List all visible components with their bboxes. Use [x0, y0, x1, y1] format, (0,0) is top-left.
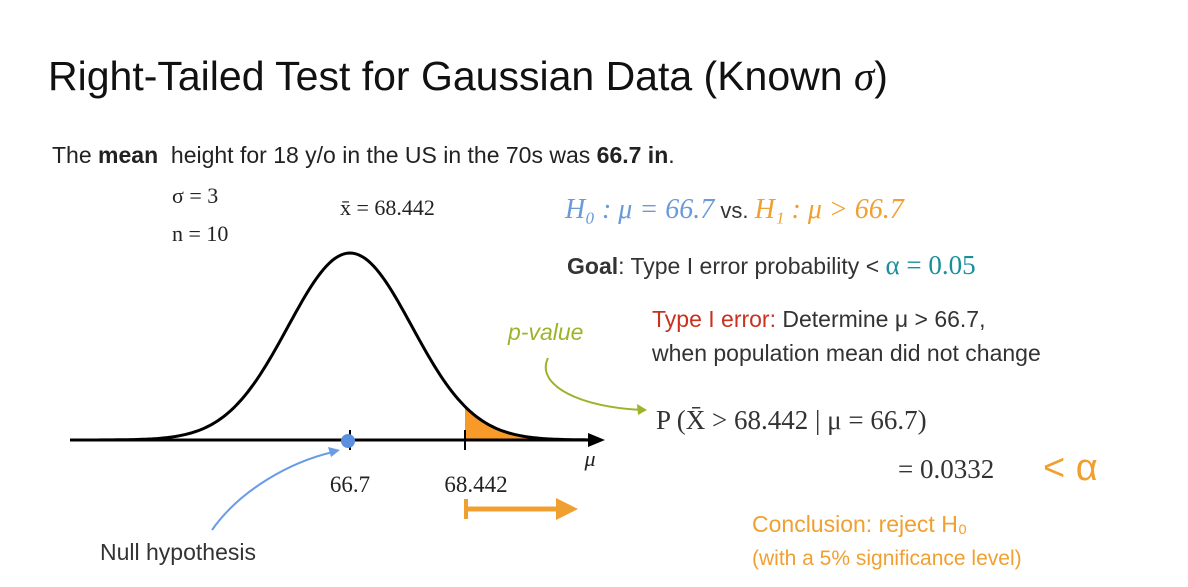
type1-label: Type I error:	[652, 306, 776, 332]
type1-text: Determine μ > 66.7,	[776, 306, 986, 332]
pvalue-arrow	[544, 357, 646, 411]
title-end: )	[874, 53, 888, 99]
sigma: σ = 3	[172, 183, 218, 208]
p-value-area	[465, 406, 575, 440]
intro: The mean height for 18 y/o in the US in …	[52, 142, 675, 168]
intro-end: .	[668, 142, 674, 168]
vs: vs.	[714, 198, 754, 223]
intro-start: The	[52, 142, 98, 168]
distribution	[70, 251, 605, 450]
intro-bold: mean	[98, 142, 158, 168]
axis-variable: μ	[583, 446, 595, 471]
h0: H₀ : μ = 66.7	[564, 194, 715, 225]
pvalue-arrowhead	[637, 404, 647, 415]
reject-arrowhead	[556, 498, 578, 520]
axis-arrowhead	[588, 433, 605, 447]
axis-label: 66.7	[330, 472, 370, 497]
title-text: Right-Tailed Test for Gaussian Data (Kno…	[48, 53, 854, 99]
hypotheses: H₀ : μ = 66.7 vs. H₁ : μ > 66.7	[564, 194, 905, 225]
probability-value: = 0.0332	[898, 454, 994, 484]
sample-mean: x̄ = 68.442	[340, 195, 435, 220]
intro-middle: height for 18 y/o in the US in the 70s w…	[158, 142, 597, 168]
type1: Type I error: Determine μ > 66.7,	[652, 306, 985, 332]
goal-alpha: α = 0.05	[886, 250, 976, 280]
axis-label: 68.442	[444, 472, 507, 497]
probability: P (X̄ > 68.442 | μ = 66.7)	[656, 405, 927, 435]
slide-title: Right-Tailed Test for Gaussian Data (Kno…	[48, 53, 888, 99]
type1-line2: when population mean did not change	[651, 340, 1041, 366]
null-label: Null hypothesis	[100, 539, 256, 565]
conclusion: Conclusion: reject H₀	[752, 511, 967, 537]
goal: Goal: Type I error probability < α = 0.0…	[567, 250, 976, 280]
title-symbol: σ	[854, 53, 876, 99]
null-point	[341, 434, 355, 448]
sample-size: n = 10	[172, 221, 228, 246]
density-curve	[95, 251, 590, 442]
goal-text: : Type I error probability <	[618, 253, 885, 279]
goal-label: Goal	[567, 253, 618, 279]
conclusion-note: (with a 5% significance level)	[752, 547, 1022, 570]
pvalue-label: p-value	[507, 319, 583, 345]
h1: H₁ : μ > 66.7	[754, 194, 905, 225]
compare-alpha: < α	[1043, 447, 1098, 489]
null-arrow	[211, 451, 334, 531]
intro-value: 66.7 in	[597, 142, 669, 168]
null-arrowhead	[328, 447, 340, 457]
